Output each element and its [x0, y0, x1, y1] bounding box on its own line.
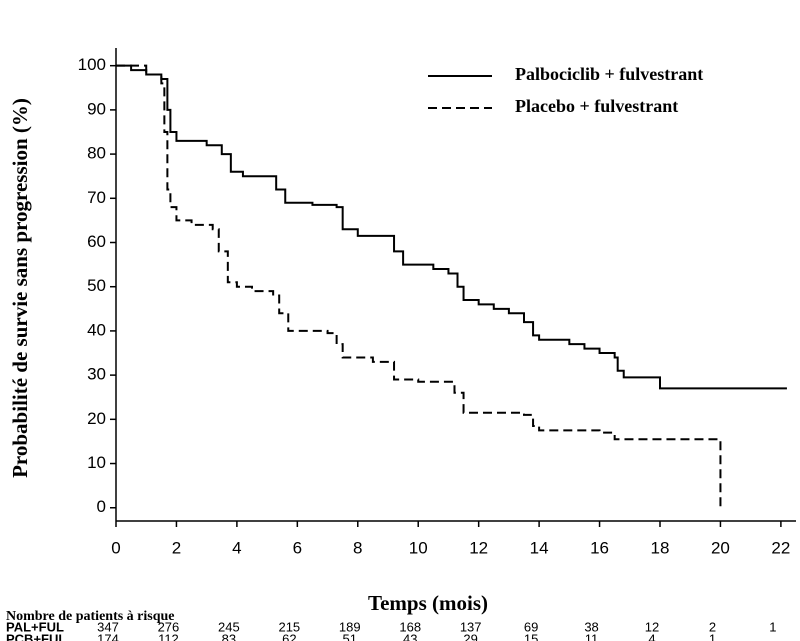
x-tick-label: 14: [530, 538, 549, 557]
risk-value: 29: [463, 631, 477, 641]
risk-value: 11: [585, 631, 599, 641]
risk-value: 174: [97, 631, 119, 641]
y-tick-label: 50: [87, 276, 106, 295]
x-tick-label: 20: [711, 538, 730, 557]
survival-curve: [116, 64, 722, 508]
risk-value: 168: [399, 619, 421, 634]
risk-value: 43: [403, 631, 417, 641]
y-tick-label: 10: [87, 453, 106, 472]
risk-row-label: PCB+FUL: [6, 631, 66, 641]
risk-value: 69: [524, 619, 538, 634]
x-tick-label: 0: [111, 538, 120, 557]
y-tick-label: 60: [87, 232, 106, 251]
risk-value: 12: [645, 619, 659, 634]
risk-value: 112: [158, 631, 179, 641]
y-tick-label: 70: [87, 188, 106, 207]
risk-value: 1: [769, 619, 776, 634]
risk-value: 347: [97, 619, 119, 634]
risk-row-label: PAL+FUL: [6, 619, 64, 634]
y-tick-label: 100: [78, 55, 106, 74]
risk-value: 245: [218, 619, 240, 634]
risk-value: 215: [278, 619, 300, 634]
x-tick-label: 10: [409, 538, 428, 557]
y-axis-label: Probabilité de survie sans progression (…: [8, 98, 32, 478]
legend-label: Palbociclib + fulvestrant: [515, 64, 703, 84]
risk-value: 1: [709, 631, 716, 641]
x-tick-label: 16: [590, 538, 609, 557]
risk-value: 276: [158, 619, 180, 634]
x-axis-label: Temps (mois): [368, 591, 488, 615]
x-tick-label: 8: [353, 538, 362, 557]
y-tick-label: 40: [87, 320, 106, 339]
risk-value: 189: [339, 619, 361, 634]
y-tick-label: 80: [87, 144, 106, 163]
risk-value: 83: [222, 631, 236, 641]
risk-value: 51: [343, 631, 357, 641]
risk-value: 2: [709, 619, 716, 634]
x-tick-label: 4: [232, 538, 241, 557]
survival-curve: [116, 64, 787, 390]
y-tick-label: 0: [97, 497, 106, 516]
risk-value: 62: [282, 631, 296, 641]
risk-table-title: Nombre de patients à risque: [6, 609, 175, 624]
x-tick-label: 18: [651, 538, 670, 557]
x-tick-label: 12: [469, 538, 488, 557]
risk-value: 4: [648, 631, 655, 641]
y-tick-label: 30: [87, 365, 106, 384]
risk-value: 137: [460, 619, 482, 634]
x-tick-label: 22: [771, 538, 790, 557]
y-tick-label: 90: [87, 99, 106, 118]
y-tick-label: 20: [87, 409, 106, 428]
legend-label: Placebo + fulvestrant: [515, 96, 678, 116]
risk-value: 15: [524, 631, 538, 641]
risk-value: 38: [584, 619, 598, 634]
x-tick-label: 2: [172, 538, 181, 557]
x-tick-label: 6: [293, 538, 302, 557]
